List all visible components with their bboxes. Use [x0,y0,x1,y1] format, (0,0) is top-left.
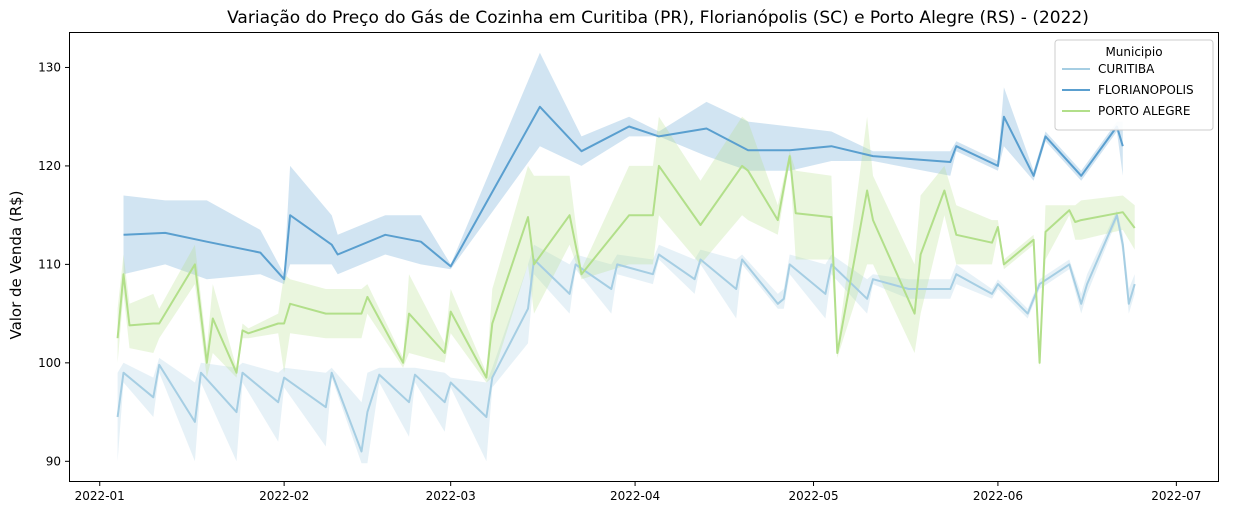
y-tick-label: 90 [46,454,61,468]
legend-label: PORTO ALEGRE [1098,104,1190,118]
series-lines [116,105,1136,453]
y-tick-label: 120 [38,159,61,173]
x-tick-label: 2022-04 [610,489,660,503]
band-porto-alegre [117,116,1135,383]
y-axis-ticks: 90 100 110 120 130 [38,60,70,468]
series-curitiba [116,214,1136,453]
x-tick-label: 2022-05 [788,489,838,503]
legend-title: Municipio [1105,45,1162,59]
y-tick-label: 110 [38,257,61,271]
chart-title: Variação do Preço do Gás de Cozinha em C… [227,8,1089,28]
legend-label: FLORIANOPOLIS [1098,83,1194,97]
confidence-bands [117,52,1135,464]
x-tick-label: 2022-06 [973,489,1023,503]
y-axis-label: Valor de Venda (R$) [7,190,25,339]
legend-item-curitiba: CURITIBA [1062,62,1155,76]
legend: Municipio CURITIBA FLORIANOPOLIS PORTO ALE… [1054,39,1214,131]
legend-items: CURITIBA FLORIANOPOLIS PORTO ALEGRE [1062,62,1194,118]
plot-frame [69,32,1219,482]
legend-item-florianopolis: FLORIANOPOLIS [1062,83,1194,97]
series-porto-alegre [116,155,1136,379]
y-tick-label: 100 [38,356,61,370]
legend-label: CURITIBA [1098,62,1155,76]
legend-box [1054,39,1214,131]
x-tick-label: 2022-07 [1151,489,1201,503]
y-tick-label: 130 [38,60,61,74]
band-florianopolis [123,52,1123,285]
x-tick-label: 2022-02 [259,489,309,503]
legend-item-porto-alegre: PORTO ALEGRE [1062,104,1190,118]
line-curitiba [116,214,1136,453]
x-tick-label: 2022-01 [75,489,125,503]
x-tick-label: 2022-03 [426,489,476,503]
series-florianopolis [123,105,1124,281]
x-axis-ticks: 2022-01 2022-02 2022-03 2022-04 2022-05 2022-… [75,481,1201,503]
